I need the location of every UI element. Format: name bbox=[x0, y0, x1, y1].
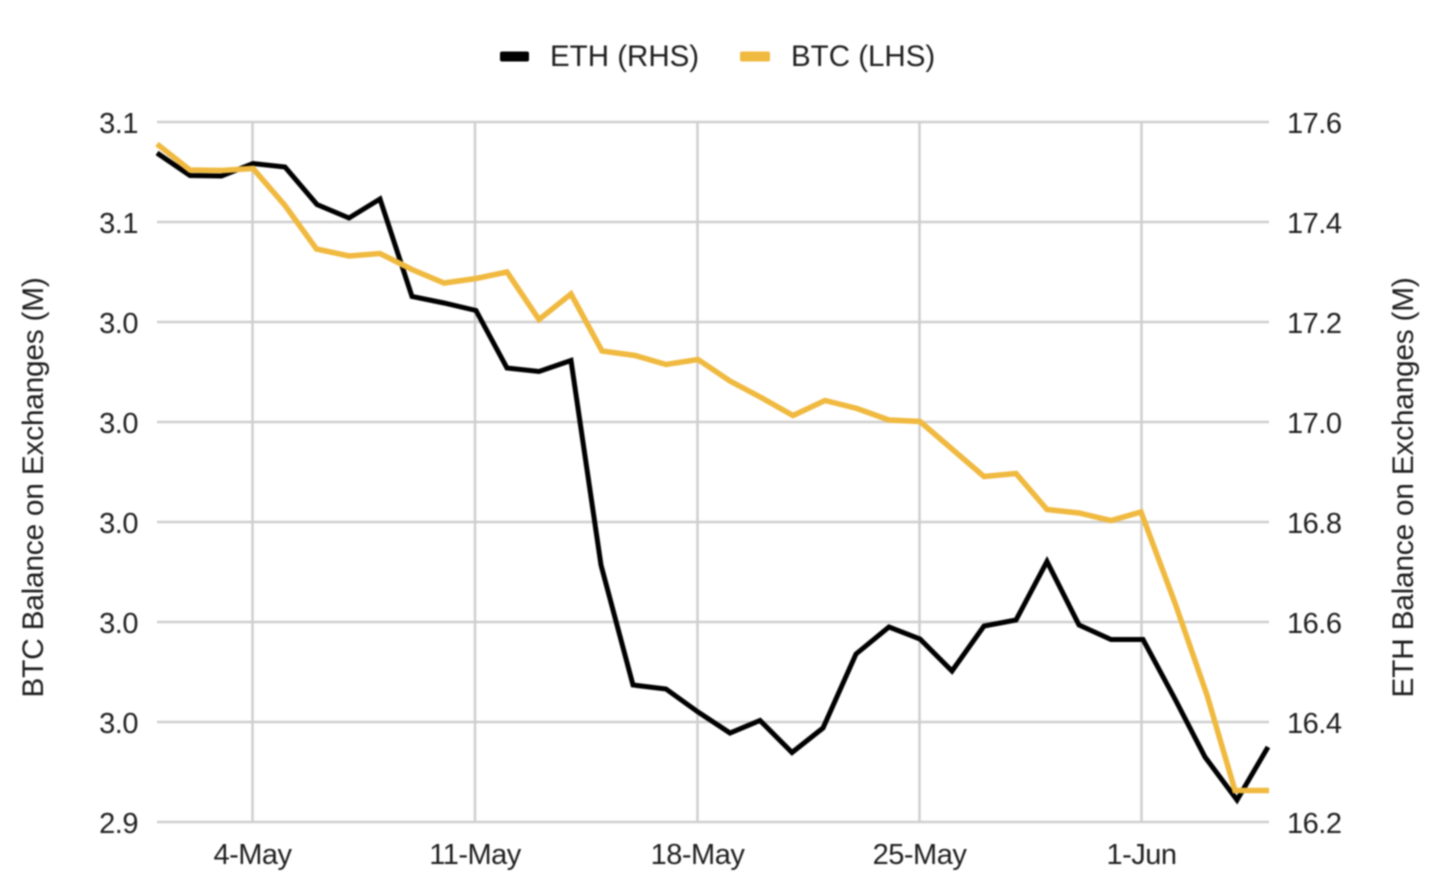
svg-text:BTC Balance on Exchanges (M): BTC Balance on Exchanges (M) bbox=[17, 277, 50, 697]
svg-text:3.0: 3.0 bbox=[99, 308, 138, 340]
svg-text:2.9: 2.9 bbox=[99, 808, 138, 840]
svg-text:17.2: 17.2 bbox=[1287, 308, 1341, 340]
svg-text:25-May: 25-May bbox=[873, 839, 968, 871]
svg-text:BTC (LHS): BTC (LHS) bbox=[791, 40, 935, 73]
svg-text:17.0: 17.0 bbox=[1287, 408, 1341, 440]
svg-text:17.6: 17.6 bbox=[1287, 108, 1341, 140]
svg-text:18-May: 18-May bbox=[651, 839, 746, 871]
svg-text:ETH Balance on Exchanges (M): ETH Balance on Exchanges (M) bbox=[1387, 277, 1420, 697]
svg-text:ETH (RHS): ETH (RHS) bbox=[550, 40, 699, 73]
svg-text:1-Jun: 1-Jun bbox=[1106, 839, 1176, 871]
svg-text:16.2: 16.2 bbox=[1287, 808, 1341, 840]
svg-text:3.0: 3.0 bbox=[99, 508, 138, 540]
svg-text:11-May: 11-May bbox=[429, 839, 522, 871]
svg-text:3.1: 3.1 bbox=[99, 208, 138, 240]
svg-text:16.6: 16.6 bbox=[1287, 608, 1341, 640]
svg-text:16.8: 16.8 bbox=[1287, 508, 1341, 540]
svg-text:3.1: 3.1 bbox=[99, 108, 138, 140]
svg-text:16.4: 16.4 bbox=[1287, 708, 1342, 740]
svg-text:4-May: 4-May bbox=[213, 839, 292, 871]
svg-text:3.0: 3.0 bbox=[99, 608, 138, 640]
svg-text:3.0: 3.0 bbox=[99, 408, 138, 440]
svg-text:3.0: 3.0 bbox=[99, 708, 138, 740]
svg-text:17.4: 17.4 bbox=[1287, 208, 1342, 240]
